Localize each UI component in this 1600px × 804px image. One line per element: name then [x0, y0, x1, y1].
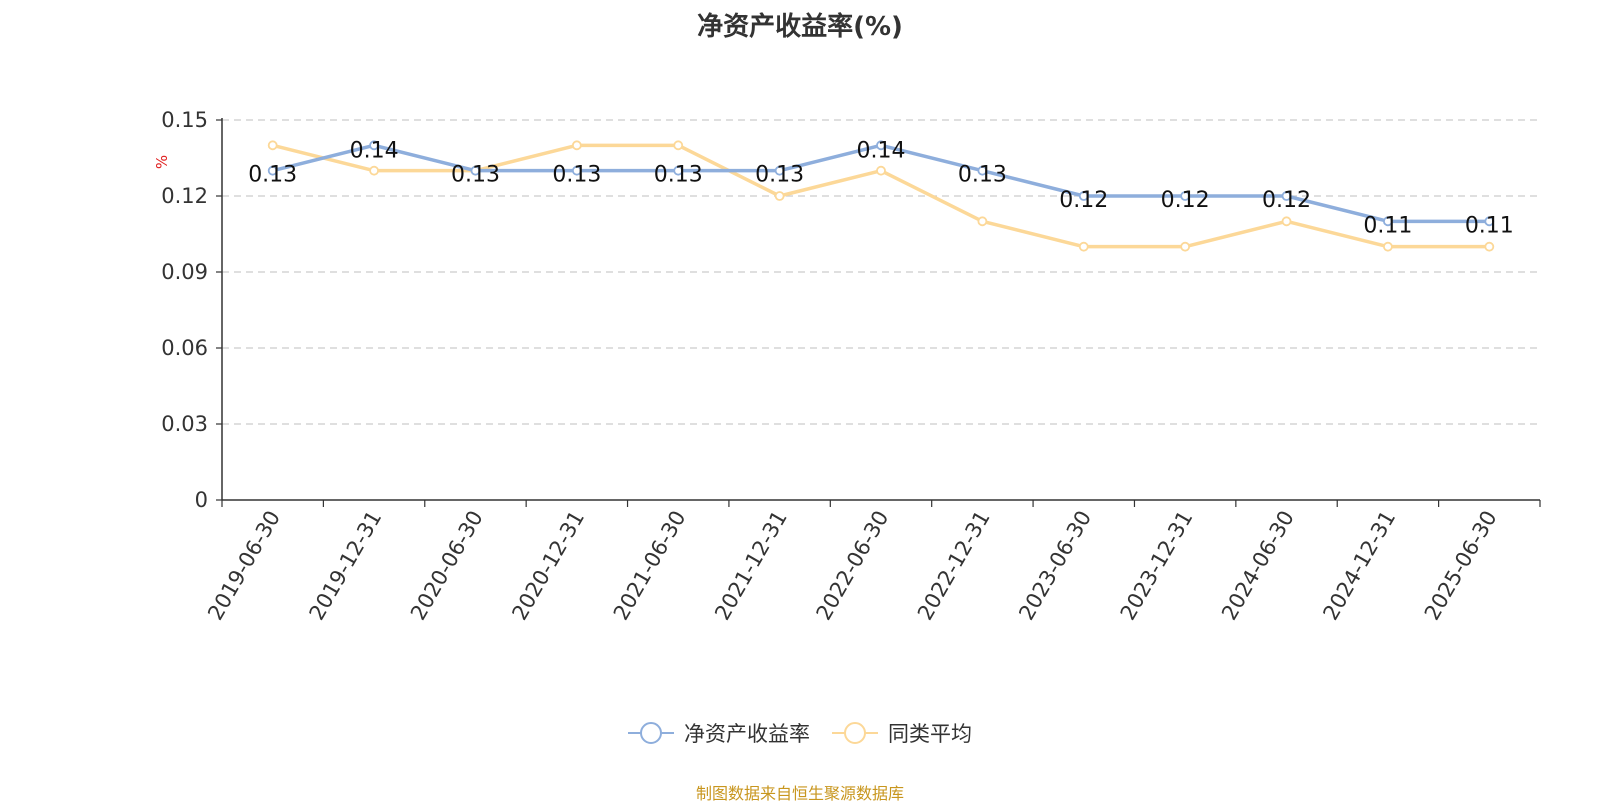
- y-axis-unit-label: %: [153, 155, 171, 169]
- x-tick-label: 2020-06-30: [406, 507, 488, 625]
- data-label: 0.13: [552, 163, 601, 188]
- data-point-roe: [1078, 191, 1089, 201]
- data-point-roe: [267, 165, 278, 176]
- data-label: 0.11: [1363, 213, 1412, 238]
- legend-swatch-peer-average-icon: [832, 722, 878, 744]
- data-label: 0.13: [248, 163, 297, 188]
- data-point-peer-average: [369, 165, 379, 176]
- chart-title: 净资产收益率(%): [697, 12, 903, 42]
- legend-swatch-roe-icon: [628, 722, 674, 744]
- y-tick-label: 0.06: [161, 336, 208, 360]
- data-point-roe: [470, 165, 481, 176]
- x-tick-label: 2024-12-31: [1318, 507, 1400, 625]
- data-label: 0.12: [1161, 188, 1210, 213]
- data-label: 0.11: [1465, 213, 1514, 238]
- data-point-peer-average: [1078, 241, 1089, 252]
- y-tick-label: 0.03: [161, 412, 208, 436]
- x-tick-label: 2021-12-31: [710, 507, 792, 625]
- data-label: 0.12: [1059, 188, 1108, 213]
- data-label: 0.13: [654, 163, 703, 188]
- legend-item-roe[interactable]: 净资产收益率: [628, 718, 810, 748]
- y-tick-label: 0.09: [161, 260, 208, 284]
- data-label: 0.13: [958, 163, 1007, 188]
- x-tick-label: 2022-06-30: [812, 507, 894, 625]
- source-note: 制图数据来自恒生聚源数据库: [695, 784, 904, 803]
- data-point-peer-average: [977, 216, 988, 227]
- data-point-roe: [369, 140, 379, 151]
- legend-label-peer-average: 同类平均: [888, 722, 972, 746]
- data-point-roe: [1484, 216, 1495, 227]
- data-point-roe: [774, 165, 785, 176]
- data-point-roe: [1180, 191, 1191, 201]
- x-tick-label: 2019-12-31: [305, 507, 387, 625]
- data-point-roe: [1281, 191, 1292, 201]
- x-tick-label: 2021-06-30: [609, 507, 691, 625]
- data-point-roe: [876, 140, 886, 151]
- data-label: 0.14: [857, 138, 906, 163]
- data-point-peer-average: [267, 140, 278, 151]
- legend-item-peer-average[interactable]: 同类平均: [832, 718, 972, 748]
- x-tick-label: 2023-12-31: [1116, 507, 1198, 625]
- x-tick-label: 2023-06-30: [1014, 507, 1096, 625]
- x-tick-label: 2019-06-30: [203, 507, 285, 625]
- y-tick-label: 0: [195, 488, 208, 512]
- data-point-peer-average: [673, 140, 684, 151]
- x-tick-label: 2022-12-31: [913, 507, 995, 625]
- data-point-peer-average: [774, 191, 785, 201]
- y-tick-label: 0.15: [161, 108, 208, 132]
- data-point-peer-average: [1484, 241, 1495, 252]
- legend-label-roe: 净资产收益率: [684, 722, 810, 746]
- y-tick-label: 0.12: [161, 184, 208, 208]
- line-chart: 0 0.03 0.06 0.09 0.12 0.15% 2019-06-30 2019-12-…: [153, 108, 1541, 625]
- x-tick-label: 2020-12-31: [507, 507, 589, 625]
- data-label: 0.12: [1262, 188, 1311, 213]
- data-label: 0.13: [451, 163, 500, 188]
- data-point-peer-average: [1180, 241, 1191, 252]
- data-point-roe: [977, 165, 988, 176]
- data-point-peer-average: [1383, 241, 1393, 252]
- data-point-peer-average: [1281, 216, 1292, 227]
- data-point-roe: [571, 165, 582, 176]
- x-tick-label: 2024-06-30: [1217, 507, 1299, 625]
- data-point-roe: [673, 165, 684, 176]
- chart-legend: 净资产收益率 同类平均: [0, 718, 1600, 748]
- data-point-peer-average: [571, 140, 582, 151]
- data-point-roe: [1383, 216, 1393, 227]
- data-label: 0.13: [755, 163, 804, 188]
- data-label: 0.14: [350, 138, 399, 163]
- x-tick-label: 2025-06-30: [1420, 507, 1502, 625]
- data-point-peer-average: [876, 165, 886, 176]
